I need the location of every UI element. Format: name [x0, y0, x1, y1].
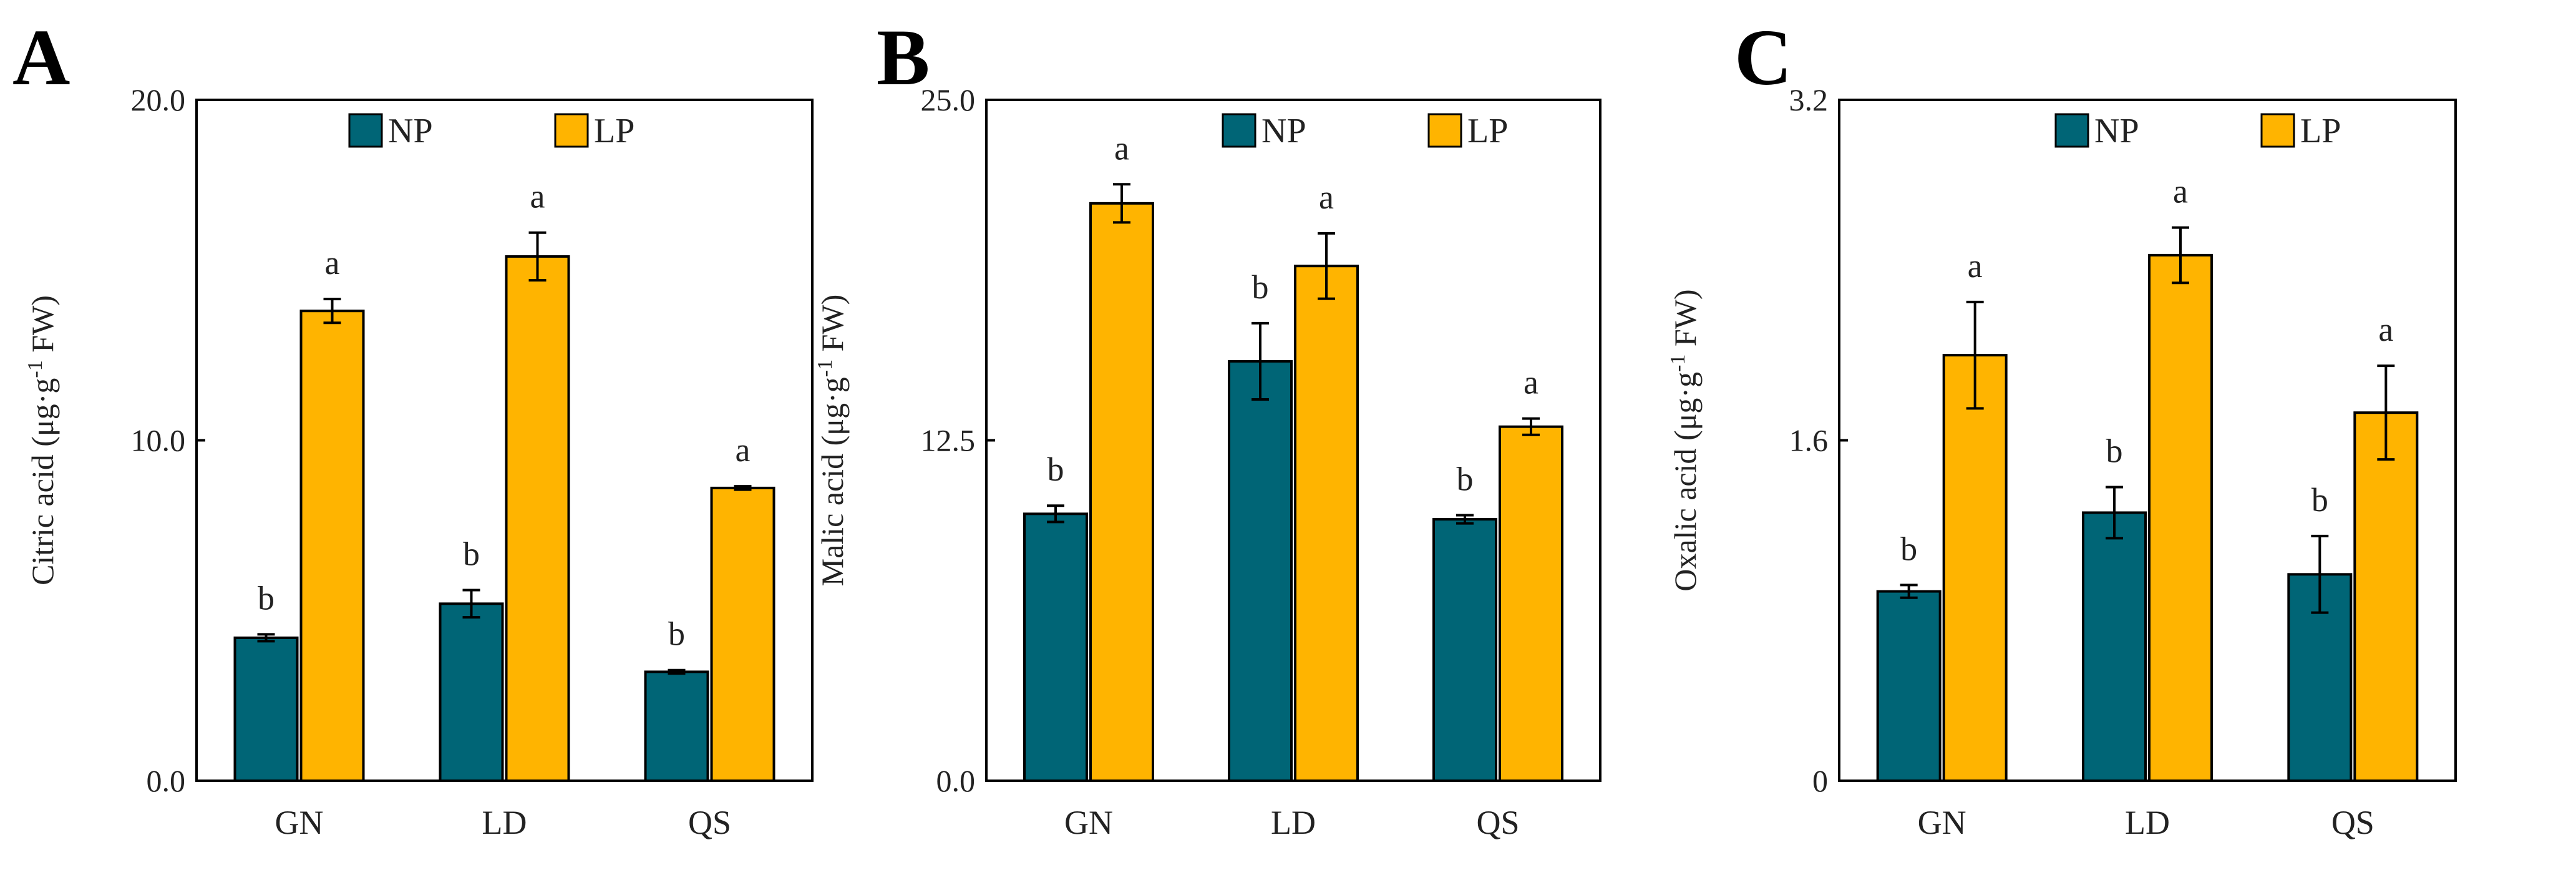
y-tick-label: 3.2 [1789, 82, 1829, 117]
bar-np-qs [1432, 518, 1497, 783]
bar-lp-ld [505, 255, 570, 782]
legend-label-lp: LP [594, 112, 634, 150]
x-category-label: LD [1271, 804, 1316, 841]
legend-swatch-lp [554, 113, 589, 148]
legend-swatch-lp [2260, 113, 2295, 148]
x-category-label: GN [275, 804, 324, 841]
significance-letter: b [1457, 461, 1474, 498]
y-tick-label: 0 [1812, 763, 1828, 798]
bar-lp-ld [1294, 265, 1359, 783]
x-category-label: LD [2125, 804, 2170, 841]
significance-letter: b [1252, 268, 1269, 306]
x-category-label: LD [482, 804, 527, 841]
legend-swatch-np [1222, 113, 1256, 148]
legend: NP LP [348, 112, 634, 150]
significance-letter: a [2378, 311, 2393, 348]
x-category-label: GN [1064, 804, 1113, 841]
significance-letter: b [1900, 530, 1917, 567]
bar-lp-gn [1942, 354, 2008, 782]
y-tick-label: 25.0 [921, 82, 976, 117]
chart-panel-b: B 0.0 12.5 25.0 Malic acid (μg·g-1 FW) GN b a LD… [814, 13, 1601, 841]
bar-lp-qs [1499, 425, 1563, 782]
bar-lp-qs [2353, 411, 2419, 782]
bar-lp-ld [2148, 253, 2213, 782]
bar-lp-gn [299, 310, 365, 782]
legend: NP LP [1222, 112, 1508, 150]
significance-letter: a [325, 244, 340, 281]
legend-label-lp: LP [1467, 112, 1508, 150]
legend-label-np: NP [388, 112, 433, 150]
legend: NP LP [2054, 112, 2341, 150]
panel-label: B [877, 13, 930, 102]
y-tick-label: 0.0 [936, 763, 976, 798]
legend-label-np: NP [1261, 112, 1306, 150]
bar-lp-qs [710, 486, 775, 782]
significance-letter: a [1524, 364, 1538, 401]
significance-letter: b [463, 535, 480, 573]
y-tick-label: 20.0 [131, 82, 186, 117]
x-category-label: QS [688, 804, 731, 841]
x-category-label: GN [1918, 804, 1966, 841]
bar-np-qs [644, 670, 709, 782]
significance-letter: b [668, 615, 685, 653]
significance-letter: a [1968, 247, 1983, 285]
significance-letter: a [1319, 178, 1334, 216]
bar-lp-gn [1089, 202, 1154, 783]
significance-letter: b [1047, 451, 1064, 488]
y-tick-label: 10.0 [131, 423, 186, 458]
y-axis-label: Citric acid (μg·g-1 FW) [24, 295, 60, 585]
significance-letter: a [2173, 173, 2188, 210]
y-tick-label: 1.6 [1789, 423, 1829, 458]
x-category-label: QS [1476, 804, 1519, 841]
bar-np-ld [2082, 511, 2147, 782]
legend-swatch-np [2054, 113, 2089, 148]
bar-np-gn [233, 636, 299, 783]
legend-label-np: NP [2094, 112, 2139, 150]
y-axis-label: Oxalic acid (μg·g-1 FW) [1666, 289, 1703, 591]
legend-swatch-lp [1427, 113, 1462, 148]
panel-label: C [1734, 13, 1792, 102]
significance-letter: a [736, 431, 751, 469]
bar-np-ld [439, 602, 504, 783]
chart-panel-c: C 0 1.6 3.2 Oxalic acid (μg·g-1 FW) GN b a LD b a Q… [1666, 13, 2457, 841]
bar-np-gn [1876, 590, 1942, 782]
significance-letter: b [2106, 433, 2123, 470]
bar-np-ld [1228, 359, 1293, 782]
legend-swatch-np [348, 113, 383, 148]
panel-label: A [12, 13, 70, 102]
y-axis-label: Malic acid (μg·g-1 FW) [814, 295, 850, 587]
x-category-label: QS [2331, 804, 2374, 841]
significance-letter: a [530, 178, 545, 215]
y-tick-label: 12.5 [921, 423, 976, 458]
legend-label-lp: LP [2300, 112, 2341, 150]
significance-letter: b [258, 579, 275, 617]
y-tick-label: 0.0 [147, 763, 186, 798]
chart-panel-a: A 0.0 10.0 20.0 Citric acid (μg·g-1 FW) GN b a L… [12, 13, 814, 841]
bar-np-gn [1023, 512, 1088, 782]
significance-letter: a [1114, 129, 1129, 167]
significance-letter: b [2311, 481, 2328, 519]
